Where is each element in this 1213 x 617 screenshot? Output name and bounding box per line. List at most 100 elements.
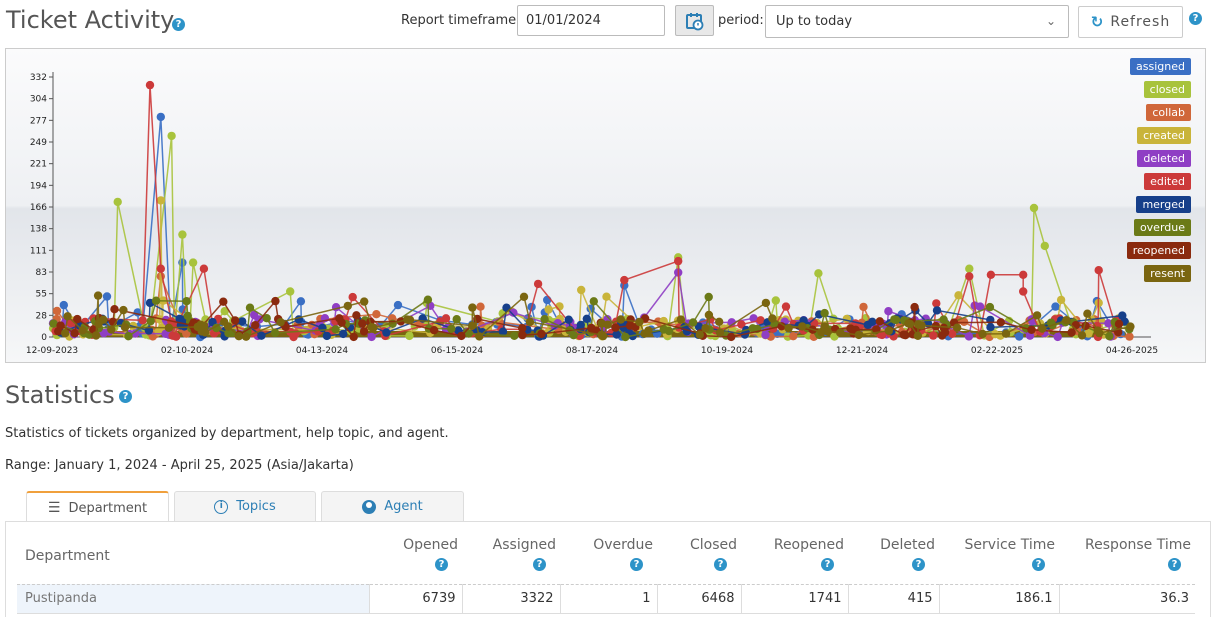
data-point-resent <box>1032 311 1042 320</box>
data-point-resent <box>854 330 863 340</box>
data-point-edited <box>877 330 887 340</box>
column-header[interactable]: Department <box>17 528 369 585</box>
tab-topics[interactable]: i Topics <box>174 491 316 521</box>
help-icon[interactable]: ? <box>714 558 727 571</box>
column-header[interactable]: Closed? <box>657 528 741 585</box>
data-point-resent <box>701 324 710 333</box>
refresh-button[interactable]: ↻ Refresh <box>1078 6 1183 38</box>
data-point-resent <box>917 321 926 330</box>
chart-legend: assigned closed collab created deleted edited… <box>1126 58 1191 282</box>
data-point-merged <box>322 331 332 341</box>
column-header[interactable]: Service Time? <box>939 528 1059 585</box>
legend-item-edited[interactable]: edited <box>1144 173 1191 190</box>
x-tick-label: 08-17-2024 <box>566 346 619 356</box>
tab-agent[interactable]: Agent <box>321 491 464 521</box>
data-point-resent <box>823 327 832 336</box>
data-point-closed <box>965 264 974 273</box>
data-point-reopened <box>727 332 736 342</box>
legend-item-collab[interactable]: collab <box>1146 104 1191 121</box>
calendar-button[interactable] <box>675 5 714 36</box>
data-point-edited <box>171 332 181 341</box>
data-point-edited <box>348 292 357 302</box>
legend-item-assigned[interactable]: assigned <box>1130 58 1191 75</box>
help-icon[interactable]: ? <box>912 558 925 571</box>
help-icon[interactable]: ? <box>1168 558 1181 571</box>
data-point-merged <box>257 331 266 340</box>
table-cell: 3322 <box>461 584 560 614</box>
data-point-reopened <box>901 331 910 340</box>
data-point-collab <box>859 302 868 312</box>
column-header[interactable]: Reopened? <box>741 528 848 585</box>
help-icon[interactable]: ? <box>172 18 185 31</box>
legend-item-created[interactable]: created <box>1137 127 1191 144</box>
legend-item-merged[interactable]: merged <box>1136 196 1191 213</box>
data-point-deleted <box>367 332 376 342</box>
data-point-resent <box>234 332 244 341</box>
column-header[interactable]: Opened? <box>369 528 462 585</box>
calendar-icon <box>685 12 703 30</box>
data-point-resent <box>475 332 484 341</box>
data-point-closed <box>188 258 198 267</box>
legend-item-deleted[interactable]: deleted <box>1137 150 1191 167</box>
help-icon[interactable]: ? <box>435 558 448 571</box>
data-point-reopened <box>230 316 240 325</box>
data-point-resent <box>78 326 87 335</box>
legend-item-reopened[interactable]: reopened <box>1126 242 1191 259</box>
data-point-closed <box>771 296 780 305</box>
data-point-overdue <box>245 303 255 312</box>
data-point-edited <box>291 329 300 338</box>
data-point-reopened <box>626 315 635 324</box>
legend-item-closed[interactable]: closed <box>1143 81 1191 98</box>
data-point-resent <box>199 321 209 330</box>
period-select[interactable]: Up to today ⌄ <box>765 5 1069 38</box>
data-point-reopened <box>996 318 1005 327</box>
data-point-edited <box>145 80 155 90</box>
help-icon[interactable]: ? <box>630 558 643 571</box>
data-point-resent <box>603 320 612 329</box>
data-point-resent <box>798 322 807 331</box>
data-point-edited <box>948 329 957 338</box>
help-icon[interactable]: ? <box>1032 558 1045 571</box>
data-point-resent <box>120 323 130 332</box>
data-point-overdue <box>820 308 829 318</box>
data-point-reopened <box>251 321 260 330</box>
data-point-reopened <box>358 319 367 328</box>
data-point-reopened <box>219 297 228 306</box>
table-row: Pustipanda 6739 3322 1 6468 1741 415 186… <box>17 584 1195 614</box>
period-value: Up to today <box>776 14 853 29</box>
column-header[interactable]: Deleted? <box>848 528 939 585</box>
data-point-resent <box>704 310 714 320</box>
data-point-deleted <box>964 332 974 341</box>
data-point-edited <box>986 270 996 279</box>
data-point-edited <box>932 299 941 308</box>
data-point-resent <box>616 315 625 324</box>
data-point-closed <box>167 131 176 141</box>
data-point-resent <box>978 329 987 339</box>
help-icon[interactable]: ? <box>821 558 834 571</box>
data-point-merged <box>868 317 877 326</box>
column-header[interactable]: Response Time? <box>1059 528 1195 585</box>
data-point-resent <box>241 332 251 341</box>
timeframe-input[interactable]: 01/01/2024 <box>517 5 665 36</box>
data-point-overdue <box>146 316 155 326</box>
data-point-merged <box>694 322 704 331</box>
tab-department[interactable]: ☰ Department <box>26 491 169 523</box>
data-point-reopened <box>875 317 884 326</box>
legend-item-overdue[interactable]: overdue <box>1133 219 1191 236</box>
column-header[interactable]: Overdue? <box>560 528 657 585</box>
data-point-resent <box>201 328 210 337</box>
data-point-merged <box>582 314 591 323</box>
help-icon[interactable]: ? <box>533 558 546 571</box>
data-point-edited <box>737 320 746 329</box>
help-icon[interactable]: ? <box>119 390 132 403</box>
data-point-assigned <box>156 112 165 122</box>
data-point-reopened <box>70 329 79 338</box>
refresh-icon: ↻ <box>1090 13 1105 31</box>
data-point-overdue <box>688 318 698 327</box>
x-tick-label: 12-21-2024 <box>836 346 889 356</box>
help-icon[interactable]: ? <box>1189 12 1202 25</box>
department-cell[interactable]: Pustipanda <box>17 584 369 614</box>
data-point-overdue <box>262 314 271 323</box>
column-header[interactable]: Assigned? <box>462 528 560 585</box>
legend-item-resent[interactable]: resent <box>1144 265 1191 282</box>
